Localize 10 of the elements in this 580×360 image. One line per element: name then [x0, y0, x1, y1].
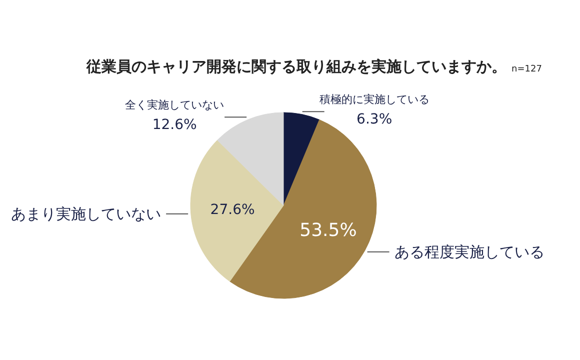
slice-label: ある程度実施している [394, 242, 544, 261]
data-label: 6.3% [356, 112, 392, 128]
slice-label: 積極的に実施している [319, 93, 430, 106]
data-label: 12.6% [152, 117, 197, 134]
chart-title: 従業員のキャリア開発に関する取り組みを実施していますか。 [86, 58, 506, 76]
data-label: 53.5% [300, 220, 357, 241]
slice-label: あまり実施していない [11, 204, 162, 223]
chart-subtitle: n=127 [512, 64, 542, 74]
data-label: 27.6% [210, 202, 255, 218]
slice-label: 全く実施していない [125, 98, 224, 112]
